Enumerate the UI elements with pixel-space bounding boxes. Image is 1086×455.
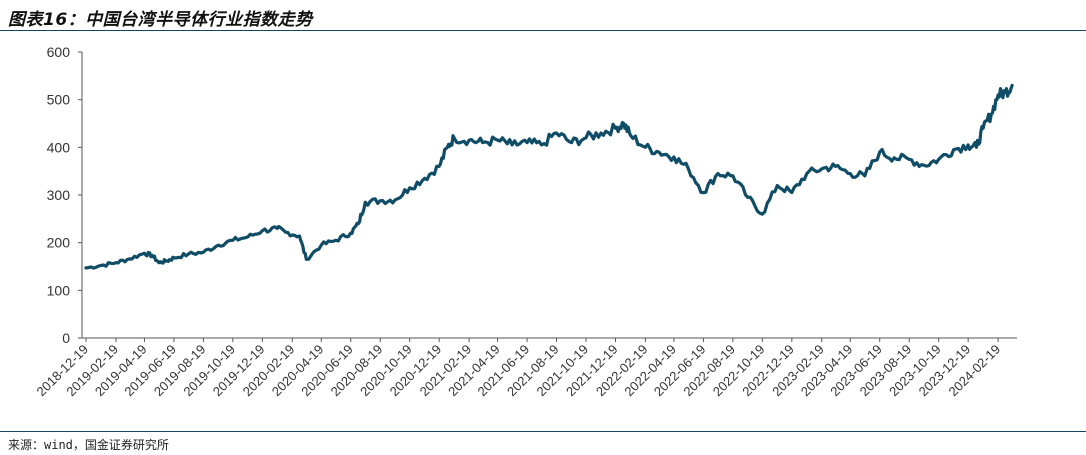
x-axis: 2018-12-192019-02-192019-04-192019-06-19… [33,337,1017,399]
figure-title: 图表16：中国台湾半导体行业指数走势 [8,10,313,30]
y-tick-label: 600 [47,44,71,60]
y-tick-label: 200 [47,235,71,251]
title-divider [0,30,1086,31]
y-tick-label: 100 [47,282,71,298]
source-divider [0,431,1086,432]
plot-area [84,83,1014,270]
title-bar: 图表16：中国台湾半导体行业指数走势 [0,0,1086,30]
y-tick-label: 400 [47,139,71,155]
line-chart: 0 100 200 300 400 500 600 2018-12-192019-02-19… [33,44,1017,399]
y-tick-label: 0 [62,330,70,346]
y-tick-label: 300 [47,187,71,203]
series-line [84,83,1014,270]
y-axis: 0 100 200 300 400 500 600 [47,44,83,346]
y-tick-label: 500 [47,92,71,108]
source-note: 来源：wind，国金证券研究所 [8,438,169,452]
